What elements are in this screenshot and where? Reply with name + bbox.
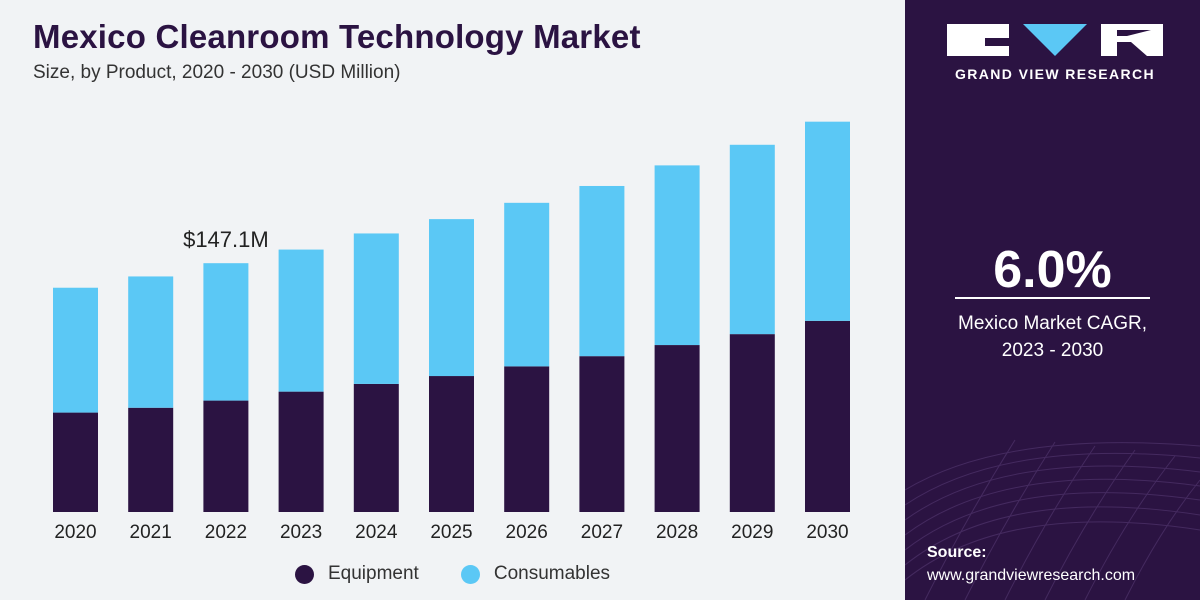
bar-equipment-2024 (353, 383, 399, 512)
bar-consumables-2022 (203, 263, 249, 401)
x-tick-label-2025: 2025 (430, 522, 472, 543)
bar-equipment-2022 (203, 400, 249, 512)
cagr-value: 6.0% (993, 241, 1112, 299)
cagr-label-line1: Mexico Market CAGR, (958, 313, 1147, 334)
bar-equipment-2023 (278, 391, 324, 512)
x-tick-label-2022: 2022 (205, 522, 247, 543)
cagr-divider (955, 297, 1150, 299)
bar-consumables-2020 (53, 287, 98, 413)
bar-consumables-2026 (504, 202, 550, 367)
bar-equipment-2020 (53, 412, 98, 512)
legend-dot-equipment (295, 564, 314, 584)
bar-equipment-2029 (729, 334, 775, 512)
bar-consumables-2024 (353, 233, 399, 384)
source-title: Source: (927, 544, 987, 561)
bar-consumables-2029 (729, 144, 775, 335)
cagr-label-line2: 2023 - 2030 (1001, 340, 1104, 361)
legend-item-consumables: Consumables (460, 563, 611, 585)
logo-mark-icon (947, 24, 1163, 56)
cagr-label: Mexico Market CAGR, 2023 - 2030 (905, 310, 1200, 364)
brand-logo: GRAND VIEW RESEARCH (947, 22, 1163, 82)
bar-consumables-2028 (654, 165, 700, 346)
legend-label-consumables: Consumables (493, 563, 611, 584)
x-tick-label-2021: 2021 (130, 522, 172, 543)
bar-consumables-2030 (805, 121, 850, 321)
bar-equipment-2028 (654, 345, 700, 512)
chart-legend: Equipment Consumables (295, 563, 652, 585)
bar-consumables-2025 (429, 219, 474, 377)
legend-item-equipment: Equipment (295, 563, 419, 585)
source-url[interactable]: www.grandviewresearch.com (927, 567, 1136, 584)
bar-equipment-2027 (579, 356, 625, 512)
x-tick-label-2029: 2029 (731, 522, 773, 543)
chart-subtitle: Size, by Product, 2020 - 2030 (USD Milli… (33, 62, 401, 83)
bar-equipment-2026 (504, 366, 550, 512)
x-tick-label-2024: 2024 (355, 522, 398, 543)
side-panel: GRAND VIEW RESEARCH 6.0% Mexico Market C… (905, 0, 1200, 600)
bar-consumables-2021 (128, 276, 174, 408)
x-tick-label-2026: 2026 (506, 522, 548, 543)
x-tick-label-2023: 2023 (280, 522, 322, 543)
chart-panel: Mexico Cleanroom Technology Market Size,… (0, 0, 905, 600)
x-tick-label-2027: 2027 (581, 522, 623, 543)
chart-title: Mexico Cleanroom Technology Market (33, 18, 641, 55)
legend-label-equipment: Equipment (328, 563, 419, 584)
data-label-2022: $147.1M (183, 227, 269, 252)
legend-dot-consumables (460, 564, 480, 584)
wave-grid-decoration (905, 439, 1200, 600)
stacked-bar-chart: 2020 2021 2022 $147.1M 2023 2024 2025 2026 2027 2… (53, 121, 850, 543)
bar-consumables-2023 (278, 249, 324, 392)
bar-equipment-2030 (805, 320, 850, 512)
x-tick-label-2030: 2030 (806, 522, 848, 543)
bar-equipment-2025 (429, 376, 474, 512)
x-tick-label-2020: 2020 (54, 522, 96, 543)
bar-equipment-2021 (128, 407, 174, 512)
brand-name: GRAND VIEW RESEARCH (954, 66, 1156, 82)
x-tick-label-2028: 2028 (656, 522, 698, 543)
bar-consumables-2027 (579, 185, 625, 357)
